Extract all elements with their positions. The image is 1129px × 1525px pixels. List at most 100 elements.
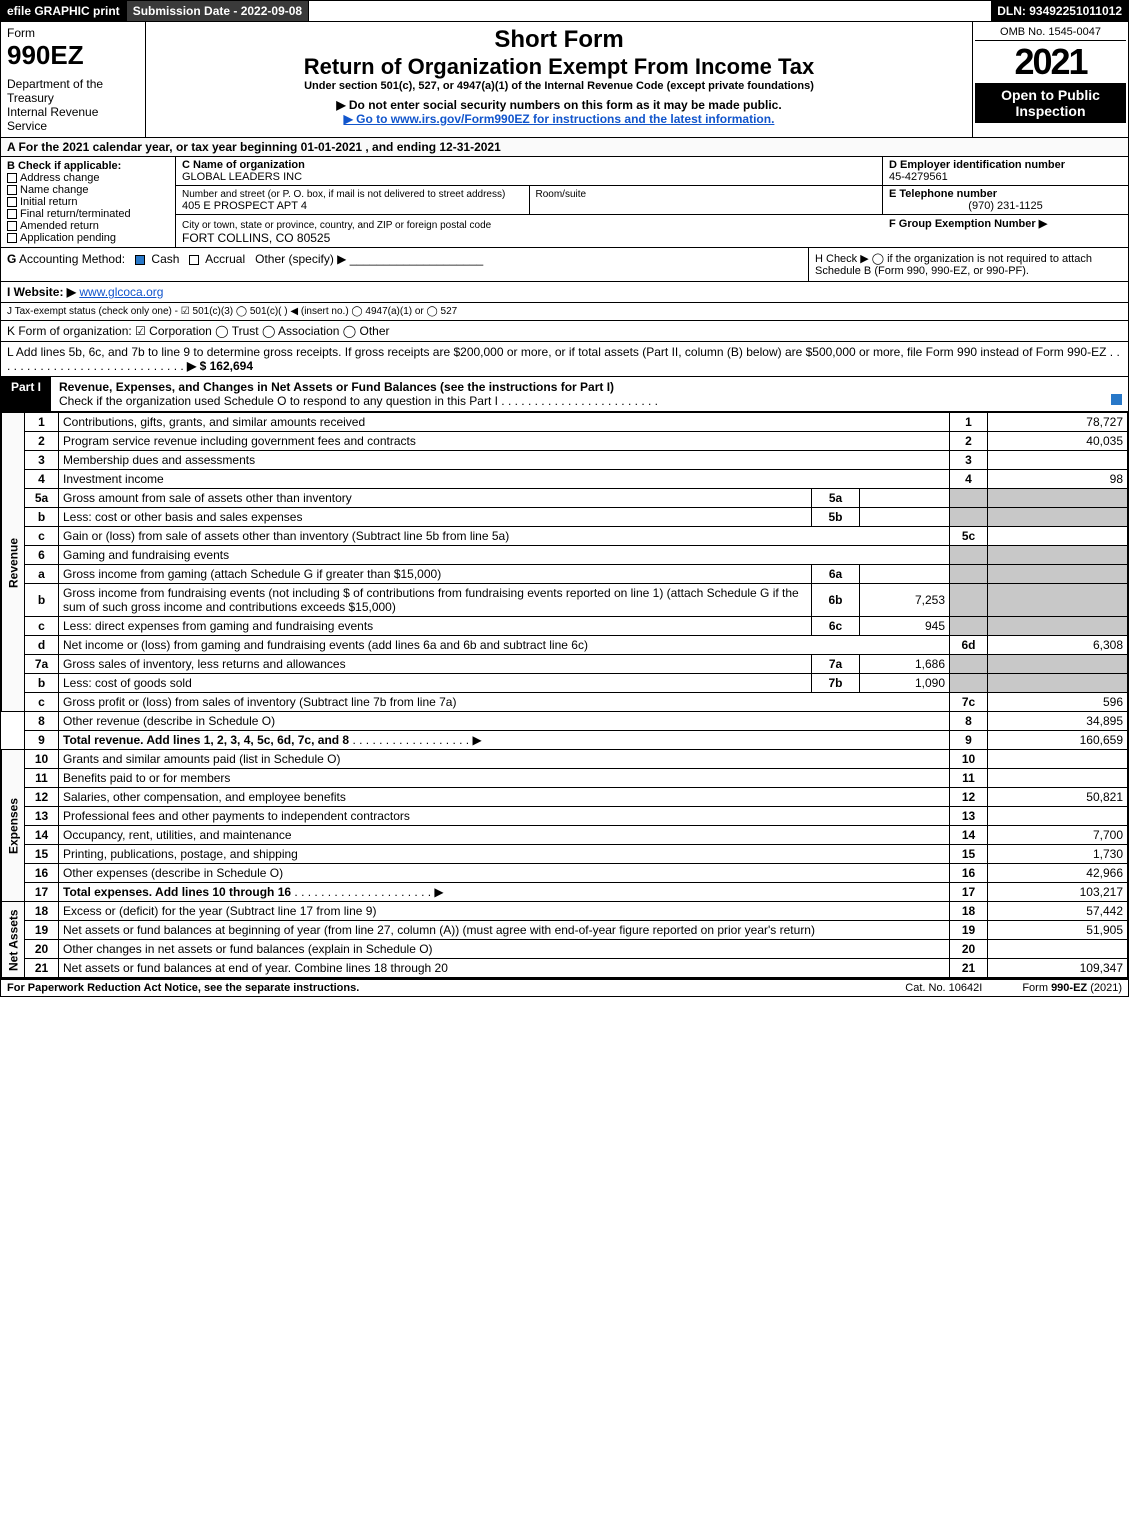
b-opt-3[interactable]: Final return/terminated	[7, 208, 169, 220]
line-k: K Form of organization: ☑ Corporation ◯ …	[0, 321, 1129, 342]
v-7a: 1,686	[860, 655, 950, 674]
page-footer: For Paperwork Reduction Act Notice, see …	[0, 978, 1129, 997]
t-6c: Less: direct expenses from gaming and fu…	[59, 617, 812, 636]
revenue-vlabel: Revenue	[2, 413, 25, 712]
b-opt-4[interactable]: Amended return	[7, 220, 169, 232]
section-cdef: C Name of organization GLOBAL LEADERS IN…	[176, 157, 1128, 247]
b-opt-5[interactable]: Application pending	[7, 232, 169, 244]
footer-cat: Cat. No. 10642I	[905, 982, 982, 994]
t-17: Total expenses. Add lines 10 through 16 …	[59, 883, 950, 902]
v-19: 51,905	[988, 921, 1128, 940]
t-15: Printing, publications, postage, and shi…	[59, 845, 950, 864]
right-col-def: D Employer identification number45-42795…	[883, 157, 1128, 247]
header-right: OMB No. 1545-0047 2021 Open to Public In…	[973, 22, 1128, 137]
dept-label: Department of the Treasury Internal Reve…	[7, 77, 139, 133]
netassets-vlabel: Net Assets	[2, 902, 25, 978]
line-l: L Add lines 5b, 6c, and 7b to line 9 to …	[0, 342, 1129, 377]
v-6b: 7,253	[860, 584, 950, 617]
section-c: C Name of organization GLOBAL LEADERS IN…	[176, 157, 883, 186]
v-4: 98	[988, 470, 1128, 489]
form-number: 990EZ	[7, 40, 139, 71]
t-1: Contributions, gifts, grants, and simila…	[59, 413, 950, 432]
block-b-to-f: B Check if applicable: Address change Na…	[0, 157, 1129, 248]
v-2: 40,035	[988, 432, 1128, 451]
ln-1: 1	[25, 413, 59, 432]
t-4: Investment income	[59, 470, 950, 489]
line-i: I Website: ▶ www.glcoca.org	[0, 282, 1129, 303]
street-block: Number and street (or P. O. box, if mail…	[176, 186, 530, 215]
b-opt-1[interactable]: Name change	[7, 184, 169, 196]
t-2: Program service revenue including govern…	[59, 432, 950, 451]
cash-checkbox[interactable]	[135, 255, 145, 265]
t-7a: Gross sales of inventory, less returns a…	[59, 655, 812, 674]
b-title: B Check if applicable:	[7, 160, 169, 172]
t-9: Total revenue. Add lines 1, 2, 3, 4, 5c,…	[59, 731, 950, 750]
form-word: Form	[7, 26, 139, 40]
v-7b: 1,090	[860, 674, 950, 693]
v-12: 50,821	[988, 788, 1128, 807]
efile-label[interactable]: efile GRAPHIC print	[1, 1, 127, 21]
submission-date: Submission Date - 2022-09-08	[127, 1, 309, 21]
omb-number: OMB No. 1545-0047	[975, 24, 1126, 41]
v-17: 103,217	[988, 883, 1128, 902]
header-left: Form 990EZ Department of the Treasury In…	[1, 22, 146, 137]
website-link[interactable]: www.glcoca.org	[79, 285, 163, 299]
t-6a: Gross income from gaming (attach Schedul…	[59, 565, 812, 584]
line-g-h: G Accounting Method: Cash Accrual Other …	[0, 248, 1129, 282]
accrual-checkbox[interactable]	[189, 255, 199, 265]
org-name: GLOBAL LEADERS INC	[182, 171, 302, 183]
t-20: Other changes in net assets or fund bala…	[59, 940, 950, 959]
t-7b: Less: cost of goods sold	[59, 674, 812, 693]
lines-table-wrap: Revenue 1 Contributions, gifts, grants, …	[0, 412, 1129, 978]
form-header: Form 990EZ Department of the Treasury In…	[0, 22, 1129, 138]
v-8: 34,895	[988, 712, 1128, 731]
t-10: Grants and similar amounts paid (list in…	[59, 750, 950, 769]
t-18: Excess or (deficit) for the year (Subtra…	[59, 902, 950, 921]
t-7c: Gross profit or (loss) from sales of inv…	[59, 693, 950, 712]
goto-link[interactable]: ▶ Go to www.irs.gov/Form990EZ for instru…	[154, 112, 964, 126]
v-1: 78,727	[988, 413, 1128, 432]
t-6: Gaming and fundraising events	[59, 546, 950, 565]
lines-table: Revenue 1 Contributions, gifts, grants, …	[1, 412, 1128, 978]
footer-right: Form 990-EZ (2021)	[1022, 982, 1122, 994]
dln-label: DLN: 93492251011012	[991, 1, 1128, 21]
part1-title-row: Revenue, Expenses, and Changes in Net As…	[53, 377, 1128, 411]
v-18: 57,442	[988, 902, 1128, 921]
v-16: 42,966	[988, 864, 1128, 883]
short-form-title: Short Form	[154, 26, 964, 54]
rn-1: 1	[950, 413, 988, 432]
t-8: Other revenue (describe in Schedule O)	[59, 712, 950, 731]
part1-label: Part I	[1, 377, 53, 411]
section-e: E Telephone number(970) 231-1125	[883, 186, 1128, 215]
t-5a: Gross amount from sale of assets other t…	[59, 489, 812, 508]
header-mid: Short Form Return of Organization Exempt…	[146, 22, 973, 137]
t-6d: Net income or (loss) from gaming and fun…	[59, 636, 950, 655]
t-5b: Less: cost or other basis and sales expe…	[59, 508, 812, 527]
line-a: A For the 2021 calendar year, or tax yea…	[0, 138, 1129, 157]
top-bar: efile GRAPHIC print Submission Date - 20…	[0, 0, 1129, 22]
t-3: Membership dues and assessments	[59, 451, 950, 470]
t-6b: Gross income from fundraising events (no…	[59, 584, 812, 617]
t-12: Salaries, other compensation, and employ…	[59, 788, 950, 807]
room-suite: Room/suite	[530, 186, 884, 215]
footer-left: For Paperwork Reduction Act Notice, see …	[7, 982, 359, 994]
open-public: Open to Public Inspection	[975, 83, 1126, 123]
b-opt-2[interactable]: Initial return	[7, 196, 169, 208]
t-5c: Gain or (loss) from sale of assets other…	[59, 527, 950, 546]
t-21: Net assets or fund balances at end of ye…	[59, 959, 950, 978]
v-6d: 6,308	[988, 636, 1128, 655]
v-9: 160,659	[988, 731, 1128, 750]
do-not-enter: ▶ Do not enter social security numbers o…	[154, 98, 964, 112]
street-address: 405 E PROSPECT APT 4	[182, 200, 307, 212]
section-f: F Group Exemption Number ▶	[883, 215, 1128, 232]
v-6c: 945	[860, 617, 950, 636]
section-d: D Employer identification number45-42795…	[883, 157, 1128, 186]
tax-year: 2021	[975, 41, 1126, 83]
t-16: Other expenses (describe in Schedule O)	[59, 864, 950, 883]
expenses-vlabel: Expenses	[2, 750, 25, 902]
t-11: Benefits paid to or for members	[59, 769, 950, 788]
part1-check[interactable]	[1111, 394, 1122, 405]
v-21: 109,347	[988, 959, 1128, 978]
t-19: Net assets or fund balances at beginning…	[59, 921, 950, 940]
b-opt-0[interactable]: Address change	[7, 172, 169, 184]
